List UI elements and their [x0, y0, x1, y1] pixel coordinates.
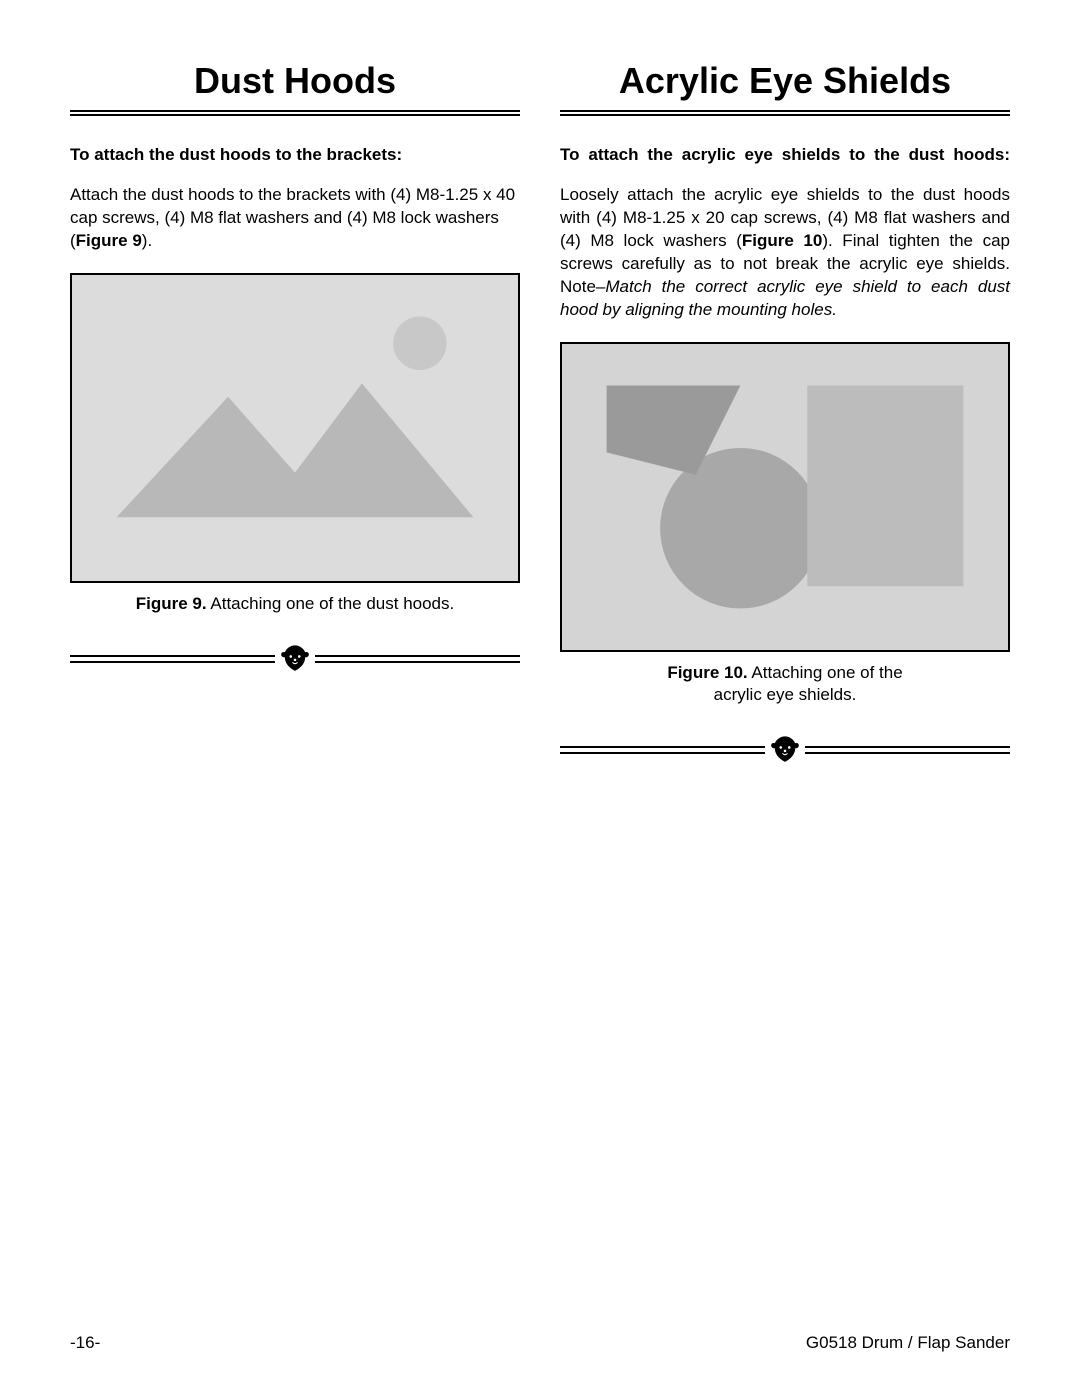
right-paragraph: Loosely attach the acrylic eye shields t… — [560, 184, 1010, 322]
figure-9-caption: Figure 9. Attaching one of the dust hood… — [70, 593, 520, 615]
bear-icon — [278, 642, 312, 676]
figure-9-caption-text: Attaching one of the dust hoods. — [207, 594, 455, 613]
figure-10-image — [560, 342, 1010, 652]
left-title: Dust Hoods — [70, 60, 520, 102]
figure-9-image — [70, 273, 520, 583]
figure-10-label: Figure 10. — [667, 663, 747, 682]
right-para-figref: Figure 10 — [742, 231, 822, 250]
right-column: Acrylic Eye Shields To attach the acryli… — [560, 60, 1010, 770]
figure-10-placeholder-icon — [562, 344, 1008, 650]
figure-10-caption-text2: acrylic eye shields. — [714, 685, 857, 704]
left-para-figref: Figure 9 — [76, 231, 142, 250]
page-number: -16- — [70, 1333, 100, 1353]
left-column: Dust Hoods To attach the dust hoods to t… — [70, 60, 520, 770]
left-paragraph: Attach the dust hoods to the brackets wi… — [70, 184, 520, 253]
right-ornament-emblem — [765, 730, 805, 770]
figure-10-caption-text1: Attaching one of the — [748, 663, 903, 682]
right-ornament — [560, 730, 1010, 770]
figure-9-placeholder-icon — [72, 275, 518, 581]
page-footer: -16- G0518 Drum / Flap Sander — [70, 1333, 1010, 1353]
right-subhead: To attach the acrylic eye shields to the… — [560, 144, 1010, 166]
left-ornament — [70, 639, 520, 679]
left-ornament-emblem — [275, 639, 315, 679]
figure-10-caption: Figure 10. Attaching one of the acrylic … — [560, 662, 1010, 706]
right-para-italic: Match the correct acrylic eye shield to … — [560, 277, 1010, 319]
left-subhead: To attach the dust hoods to the brackets… — [70, 144, 520, 166]
right-title-rule — [560, 110, 1010, 116]
right-title: Acrylic Eye Shields — [560, 60, 1010, 102]
left-para-after: ). — [142, 231, 152, 250]
bear-icon — [768, 733, 802, 767]
document-name: G0518 Drum / Flap Sander — [806, 1333, 1010, 1353]
left-title-rule — [70, 110, 520, 116]
figure-9-label: Figure 9. — [136, 594, 207, 613]
